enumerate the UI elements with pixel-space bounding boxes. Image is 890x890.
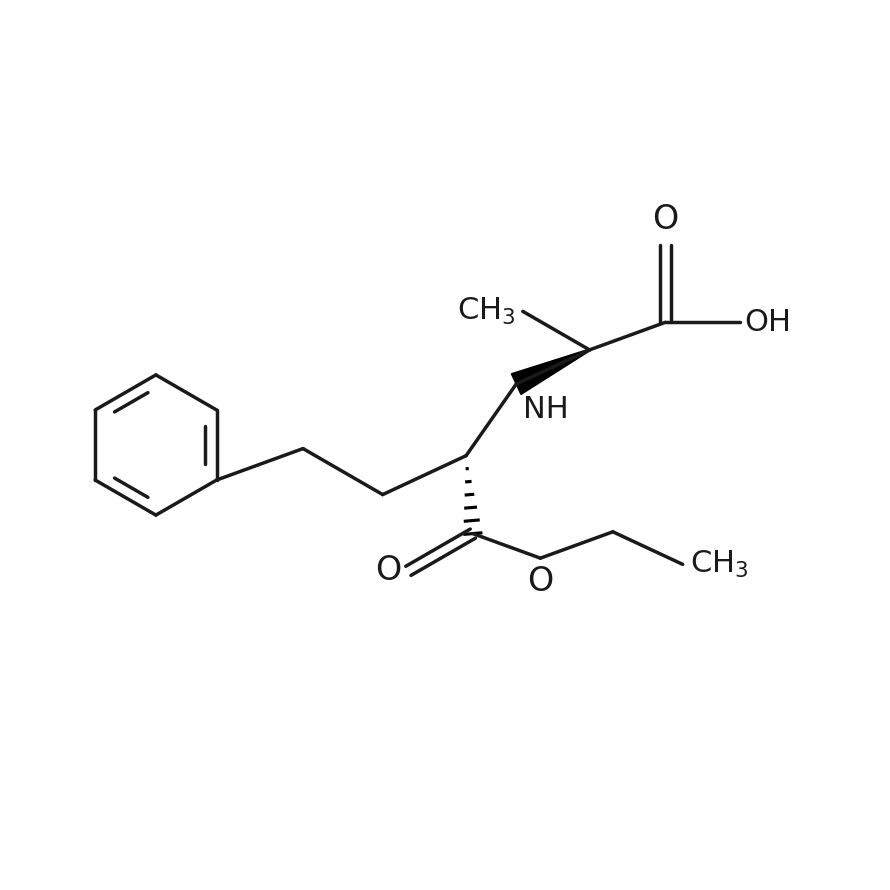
Text: O: O — [652, 204, 678, 237]
Text: O: O — [527, 565, 554, 598]
Text: CH$_3$: CH$_3$ — [690, 549, 748, 580]
Polygon shape — [512, 349, 590, 394]
Text: O: O — [375, 554, 401, 587]
Text: OH: OH — [744, 308, 791, 336]
Text: NH: NH — [523, 394, 569, 424]
Text: CH$_3$: CH$_3$ — [457, 295, 516, 327]
